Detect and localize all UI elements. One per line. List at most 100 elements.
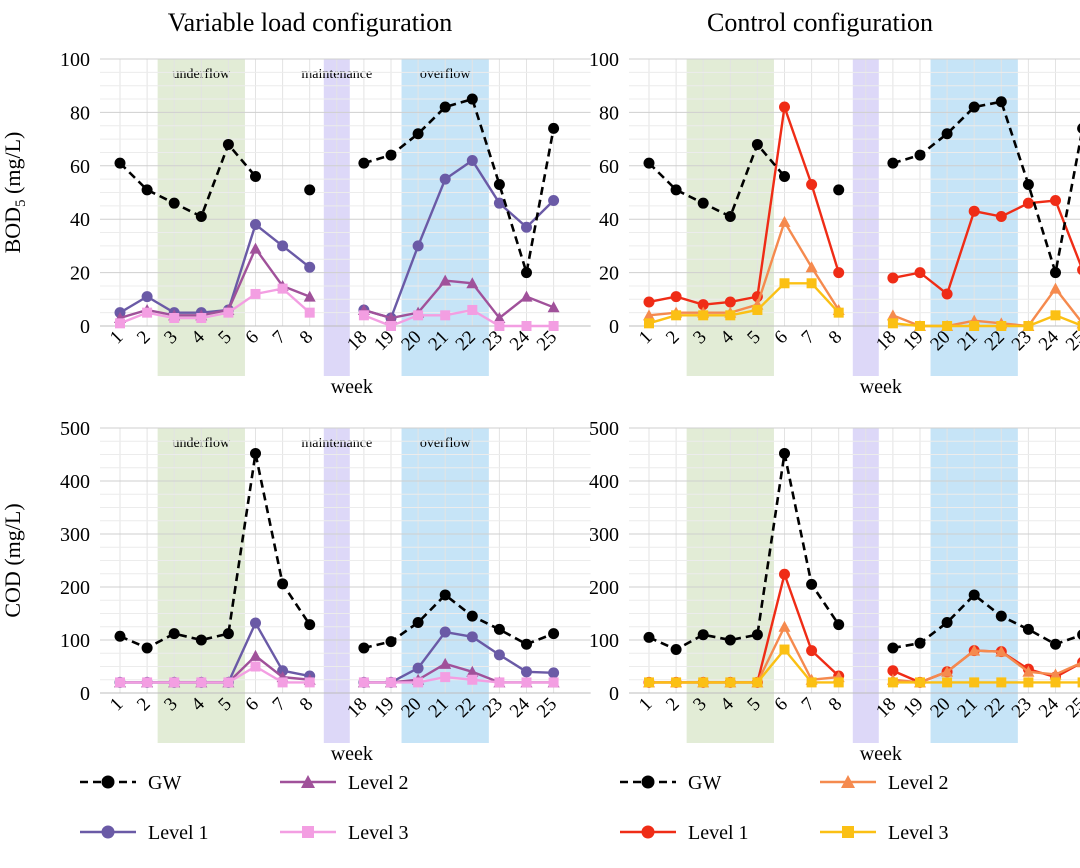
series-line xyxy=(892,593,1080,650)
data-point xyxy=(968,101,980,113)
data-point xyxy=(833,184,845,196)
data-point xyxy=(996,677,1007,688)
data-point xyxy=(887,318,898,329)
legend-right: GW Level 2 Level 1 Level 3 xyxy=(620,772,949,844)
data-point xyxy=(1022,197,1034,209)
data-point xyxy=(670,291,682,303)
y-tick-label: 40 xyxy=(599,209,619,231)
data-point xyxy=(466,154,478,166)
data-point xyxy=(358,310,369,321)
data-point xyxy=(779,170,790,182)
data-point xyxy=(168,628,180,640)
series-level-3 xyxy=(115,661,559,688)
data-point xyxy=(968,205,980,217)
legend-label: Level 2 xyxy=(888,772,949,794)
data-point xyxy=(914,637,926,649)
data-point xyxy=(548,122,560,134)
legend-label: Level 2 xyxy=(348,772,409,794)
data-point xyxy=(386,677,396,688)
data-point xyxy=(886,309,899,321)
series-level-3 xyxy=(644,278,1080,331)
data-point xyxy=(385,149,397,161)
data-point xyxy=(222,138,234,150)
data-point xyxy=(941,288,953,300)
x-tick-label: 25 xyxy=(1062,694,1080,722)
series-gw xyxy=(643,447,1080,656)
x-tick-label: 25 xyxy=(1062,327,1080,355)
data-point xyxy=(439,101,451,113)
data-point xyxy=(304,677,315,688)
data-point xyxy=(115,677,125,688)
y-tick-label: 100 xyxy=(60,630,90,652)
data-point xyxy=(1050,195,1061,207)
y-tick-label: 300 xyxy=(589,524,619,546)
data-point xyxy=(887,665,899,677)
data-point xyxy=(941,617,953,629)
y-tick-label: 80 xyxy=(70,102,90,124)
legend-left: GW Level 2 Level 1 Level 3 xyxy=(80,772,409,844)
data-point xyxy=(996,321,1007,331)
data-point xyxy=(412,128,424,140)
data-point xyxy=(494,677,505,688)
y-axis-label: COD (mg/L) xyxy=(0,503,25,617)
chart-cod-variable: underflow maintenance overflow010020030040… xyxy=(0,418,591,765)
data-point xyxy=(644,318,654,329)
data-point xyxy=(1077,265,1080,275)
data-point xyxy=(779,644,790,655)
data-point xyxy=(494,321,505,331)
data-point xyxy=(223,677,234,688)
x-tick-label: 8 xyxy=(825,694,847,716)
x-axis-label: week xyxy=(331,743,373,765)
series-gw xyxy=(114,93,560,279)
legend-marker xyxy=(842,826,854,838)
data-point xyxy=(114,630,126,642)
data-point xyxy=(142,677,153,688)
data-point xyxy=(751,629,763,641)
left-column-title: Variable load configuration xyxy=(167,8,453,37)
data-point xyxy=(1076,661,1080,668)
data-point xyxy=(412,240,424,252)
legend-marker xyxy=(641,775,655,789)
data-point xyxy=(779,101,790,113)
data-point xyxy=(1050,310,1061,321)
series-line xyxy=(119,453,311,650)
data-point xyxy=(385,311,397,323)
legend-label: Level 3 xyxy=(348,822,409,844)
data-point xyxy=(249,242,262,254)
legend-marker xyxy=(301,775,315,788)
legend-marker xyxy=(302,826,314,838)
y-tick-label: 40 xyxy=(70,209,90,231)
data-point xyxy=(724,296,736,308)
data-point xyxy=(548,321,559,331)
data-point xyxy=(806,178,818,190)
legend-label: GW xyxy=(688,772,721,794)
series-line xyxy=(648,141,786,219)
data-point xyxy=(222,628,234,640)
data-point xyxy=(386,321,396,331)
data-point xyxy=(806,278,817,289)
data-point xyxy=(303,290,316,302)
x-tick-label: 2 xyxy=(133,327,155,349)
x-tick-label: 8 xyxy=(296,327,318,349)
data-point xyxy=(915,677,925,688)
data-point xyxy=(833,677,844,688)
series-line xyxy=(892,100,1080,273)
data-point xyxy=(643,157,655,169)
data-point xyxy=(304,619,316,631)
x-tick-label: 1 xyxy=(106,327,128,349)
data-point xyxy=(1049,282,1062,294)
y-axis-label-unit: (mg/L) xyxy=(0,132,25,200)
y-tick-label: 500 xyxy=(589,418,619,440)
data-point xyxy=(114,157,126,169)
data-point xyxy=(968,589,980,601)
y-axis-label: BOD5 (mg/L) xyxy=(0,132,29,254)
data-point xyxy=(250,288,261,299)
chart-bod-variable: underflow maintenance overflow020406080100… xyxy=(0,49,591,398)
legend-marker xyxy=(101,825,115,839)
data-point xyxy=(142,307,153,318)
y-tick-label: 60 xyxy=(599,156,619,178)
data-point xyxy=(833,619,845,631)
